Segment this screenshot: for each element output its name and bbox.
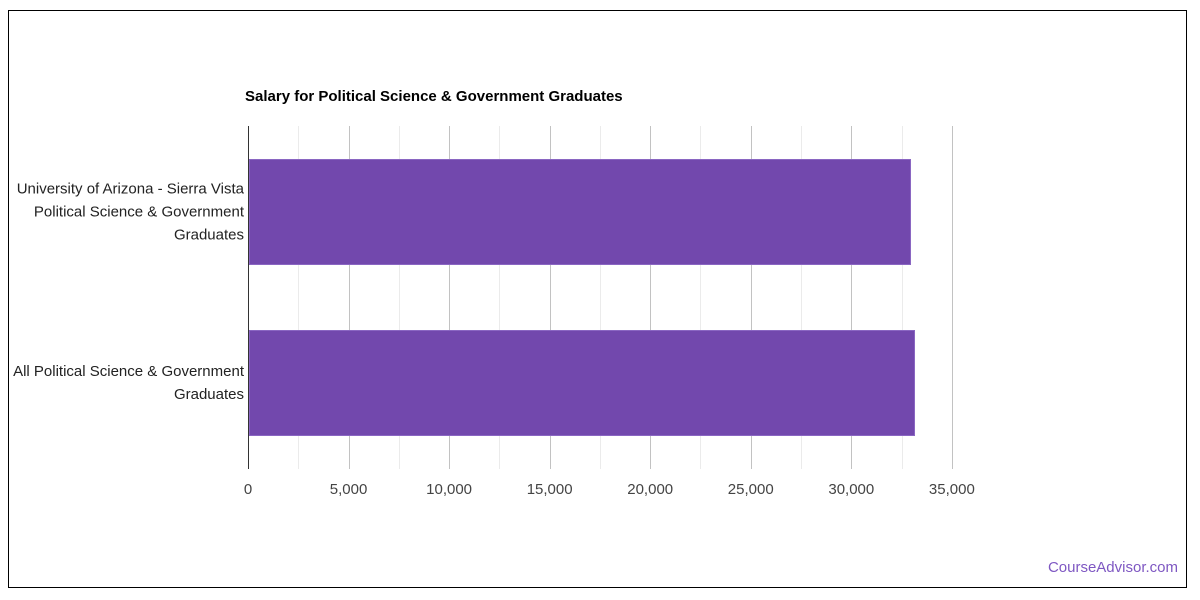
- major-gridline: [951, 126, 953, 469]
- x-axis-zero-line: [248, 126, 249, 469]
- chart-frame: Salary for Political Science & Governmen…: [8, 10, 1187, 588]
- x-tick-label: 10,000: [426, 481, 473, 498]
- minor-gridline: [398, 126, 400, 469]
- chart-title: Salary for Political Science & Governmen…: [245, 88, 623, 105]
- major-gridline: [449, 126, 451, 469]
- minor-gridline: [901, 126, 903, 469]
- x-tick-label: 35,000: [928, 481, 975, 498]
- bar: [249, 159, 911, 265]
- major-gridline: [549, 126, 551, 469]
- minor-gridline: [499, 126, 501, 469]
- x-tick-label: 15,000: [526, 481, 573, 498]
- courseadvisor-watermark-link[interactable]: CourseAdvisor.com: [1047, 559, 1178, 576]
- x-tick-label: 5,000: [329, 481, 368, 498]
- x-tick-label: 0: [243, 481, 253, 498]
- category-label: University of Arizona - Sierra Vista Poli…: [16, 180, 244, 244]
- minor-gridline: [599, 126, 601, 469]
- bar: [249, 330, 915, 436]
- minor-gridline: [801, 126, 803, 469]
- major-gridline: [750, 126, 752, 469]
- x-tick-label: 30,000: [828, 481, 875, 498]
- category-label: All Political Science & Government Gradua…: [13, 363, 244, 404]
- major-gridline: [348, 126, 350, 469]
- minor-gridline: [700, 126, 702, 469]
- x-tick-label: 20,000: [627, 481, 674, 498]
- major-gridline: [851, 126, 853, 469]
- x-tick-label: 25,000: [727, 481, 774, 498]
- minor-gridline: [298, 126, 300, 469]
- major-gridline: [650, 126, 652, 469]
- plot-area: [248, 126, 976, 469]
